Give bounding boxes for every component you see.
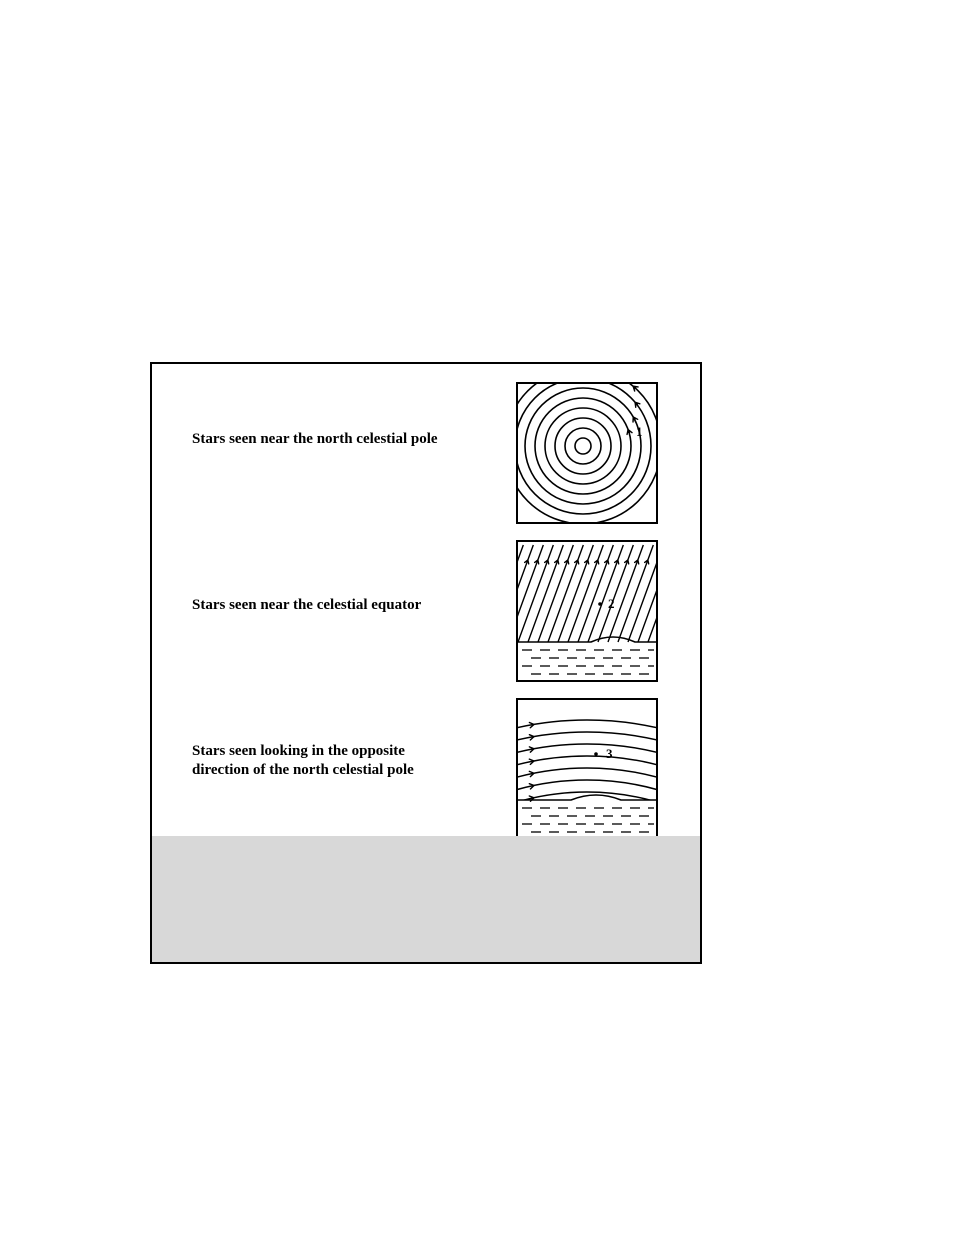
panel-3-opposite-pole: 3 [516,698,658,840]
svg-text:2: 2 [608,596,615,611]
svg-text:1: 1 [636,424,643,439]
panel-1-svg: 1 [518,384,656,522]
caption-panel-3: Stars seen looking in the opposite direc… [192,742,442,780]
panel-3-svg: 3 [518,700,656,838]
page: Stars seen near the north celestial pole… [0,0,954,1235]
svg-text:3: 3 [606,746,613,761]
caption-panel-2: Stars seen near the celestial equator [192,596,442,615]
panel-2-equator: 2 [516,540,658,682]
panel-1-north-pole: 1 [516,382,658,524]
gray-footer-panel [152,836,700,962]
figure-container: Stars seen near the north celestial pole… [150,362,702,964]
panel-2-svg: 2 [518,542,656,680]
caption-panel-1: Stars seen near the north celestial pole [192,430,442,449]
